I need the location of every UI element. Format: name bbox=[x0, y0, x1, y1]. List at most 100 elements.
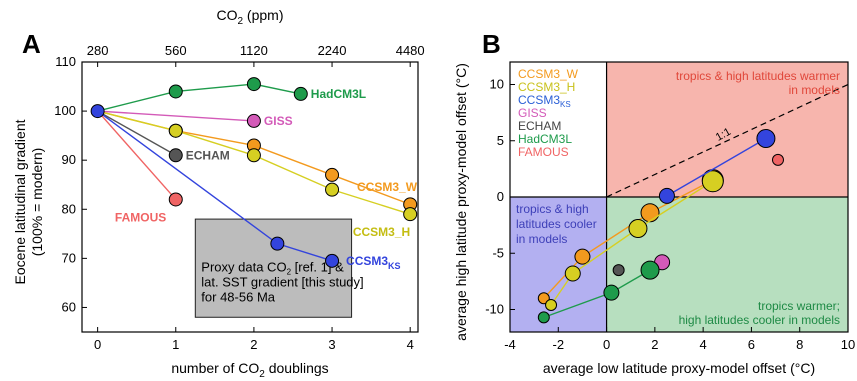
data-point bbox=[246, 77, 261, 92]
data-point bbox=[701, 170, 724, 193]
data-point bbox=[168, 148, 183, 163]
data-point bbox=[545, 299, 558, 311]
panel-b-y-tick-label: -10 bbox=[485, 302, 504, 317]
legend-item-famous: FAMOUS bbox=[518, 145, 569, 159]
panel-a-series: HadCM3L GISS ECHAM CCSM3_W CCSM3_H CCSM3KS FAM… bbox=[90, 77, 418, 271]
quadrant-bottom-left-label-line3: in models bbox=[516, 232, 567, 246]
panel-a-x-tick-label: 2 bbox=[250, 337, 257, 352]
legend-item-hadcm3l: HadCM3L bbox=[518, 132, 572, 146]
panel-b-x-axis-title: average low latitude proxy-model offset … bbox=[543, 360, 815, 376]
series-famous bbox=[771, 153, 784, 166]
panel-b-y-tick-label: 10 bbox=[490, 77, 504, 92]
series-line bbox=[550, 180, 714, 306]
data-point bbox=[403, 207, 418, 222]
series-hadcm3l bbox=[537, 260, 660, 324]
data-point bbox=[325, 253, 340, 268]
panel-a-top-tick-label: 2240 bbox=[318, 43, 347, 58]
panel-b-x-tick-label: 0 bbox=[603, 337, 610, 352]
panel-a-y-tick-label: 80 bbox=[62, 201, 76, 216]
series-echam bbox=[612, 264, 625, 277]
proxy-box-rect bbox=[194, 218, 353, 318]
data-point bbox=[612, 264, 625, 277]
series-famous: FAMOUS bbox=[97, 110, 183, 224]
series-line bbox=[97, 110, 254, 122]
series-label: CCSM3_W bbox=[357, 180, 418, 194]
quadrant-bottom-right-label-line1: tropics warmer; bbox=[758, 299, 840, 313]
quadrant-top-right-label-line1: tropics & high latitudes warmer bbox=[676, 69, 840, 83]
panel-a-top-ticks: 280 560 1120 2240 4480 bbox=[87, 43, 425, 67]
data-point bbox=[168, 123, 183, 138]
panel-a-top-tick-label: 280 bbox=[87, 43, 109, 58]
series-ccsm3-h bbox=[545, 170, 724, 311]
series-line bbox=[97, 110, 177, 156]
origin-point bbox=[90, 104, 105, 119]
data-point bbox=[325, 167, 340, 182]
series-label: FAMOUS bbox=[115, 210, 166, 224]
series-ccsm3-ks bbox=[658, 129, 776, 204]
data-point bbox=[270, 236, 285, 251]
panel-a-x-tick-label: 0 bbox=[94, 337, 101, 352]
panel-b-series bbox=[537, 129, 784, 324]
data-point bbox=[574, 248, 591, 265]
panel-b-legend: CCSM3_WCCSM3_HCCSM3KSGISSECHAMHadCM3LFAM… bbox=[518, 67, 579, 159]
panel-b-ticks: -4 -2 0 2 4 6 8 10 -10 -5 0 5 10 bbox=[485, 77, 855, 353]
series-label: ECHAM bbox=[186, 148, 230, 162]
data-point bbox=[537, 311, 550, 324]
data-point bbox=[168, 84, 183, 99]
legend-item-ccsm3-h: CCSM3_H bbox=[518, 80, 575, 94]
data-point bbox=[537, 292, 550, 305]
panel-a: A CO2 (ppm) 280 560 1120 2240 4480 Proxy dat… bbox=[12, 7, 425, 380]
series-hadcm3l: HadCM3L bbox=[97, 77, 366, 112]
data-point bbox=[640, 260, 660, 280]
data-point bbox=[564, 265, 581, 282]
panel-b-y-tick-label: 5 bbox=[497, 133, 504, 148]
panel-b-x-tick-label: 10 bbox=[841, 337, 855, 352]
data-point bbox=[771, 153, 784, 166]
legend-item-echam: ECHAM bbox=[518, 119, 561, 133]
series-label: GISS bbox=[264, 114, 293, 128]
panel-b-x-tick-label: -4 bbox=[504, 337, 516, 352]
data-point bbox=[325, 182, 340, 197]
data-point bbox=[246, 148, 261, 163]
proxy-box-text-line3: for 48-56 Ma bbox=[201, 289, 275, 304]
panel-a-y-tick-label: 70 bbox=[62, 250, 76, 265]
series-line bbox=[666, 137, 767, 197]
series-ccsm3-h: CCSM3_H bbox=[97, 110, 418, 239]
series-ccsm3ks: CCSM3KS bbox=[97, 110, 401, 271]
series-label: HadCM3L bbox=[311, 87, 366, 101]
panel-b-y-axis-title: average high latitude proxy-model offset… bbox=[453, 63, 469, 341]
one-to-one-line bbox=[606, 83, 849, 198]
series-line bbox=[97, 83, 301, 112]
panel-a-top-tick-label: 4480 bbox=[396, 43, 425, 58]
quadrant-bottom-left bbox=[510, 197, 607, 332]
panel-b-y-tick-label: 0 bbox=[497, 189, 504, 204]
panel-b-x-tick-label: 2 bbox=[651, 337, 658, 352]
panel-a-y-axis-title-line1: Eocene latitudinal gradient bbox=[12, 119, 28, 284]
panel-a-plot-frame bbox=[81, 61, 419, 333]
proxy-box-text-line2: lat. SST gradient [this study] bbox=[201, 274, 363, 289]
panel-b-y-tick-label: -5 bbox=[492, 245, 504, 260]
panel-b-x-tick-label: 8 bbox=[796, 337, 803, 352]
panel-a-x-axis-title: number of CO2 doublings bbox=[171, 360, 328, 380]
series-line bbox=[543, 179, 714, 299]
panel-b: B 1:1 CCSM3_WCCSM3_HCCSM3KSGISSECHAMHadC… bbox=[453, 29, 855, 376]
panel-a-top-tick-label: 560 bbox=[165, 43, 187, 58]
data-point bbox=[603, 284, 620, 301]
data-point bbox=[246, 113, 261, 128]
panel-a-letter: A bbox=[22, 29, 41, 59]
series-label: CCSM3_H bbox=[353, 225, 410, 239]
quadrant-top-right bbox=[606, 62, 848, 197]
data-point bbox=[628, 219, 648, 238]
series-line bbox=[97, 110, 177, 200]
series-echam: ECHAM bbox=[97, 110, 230, 163]
panel-a-y-axis-title-line2: (100% = modern) bbox=[29, 148, 45, 257]
series-giss: GISS bbox=[97, 110, 293, 128]
data-point bbox=[640, 203, 660, 223]
data-point bbox=[756, 129, 776, 148]
data-point bbox=[658, 187, 675, 204]
data-point bbox=[168, 192, 183, 207]
panel-a-y-tick-label: 100 bbox=[54, 103, 76, 118]
panel-a-y-tick-label: 60 bbox=[62, 299, 76, 314]
panel-b-x-tick-label: 4 bbox=[700, 337, 707, 352]
